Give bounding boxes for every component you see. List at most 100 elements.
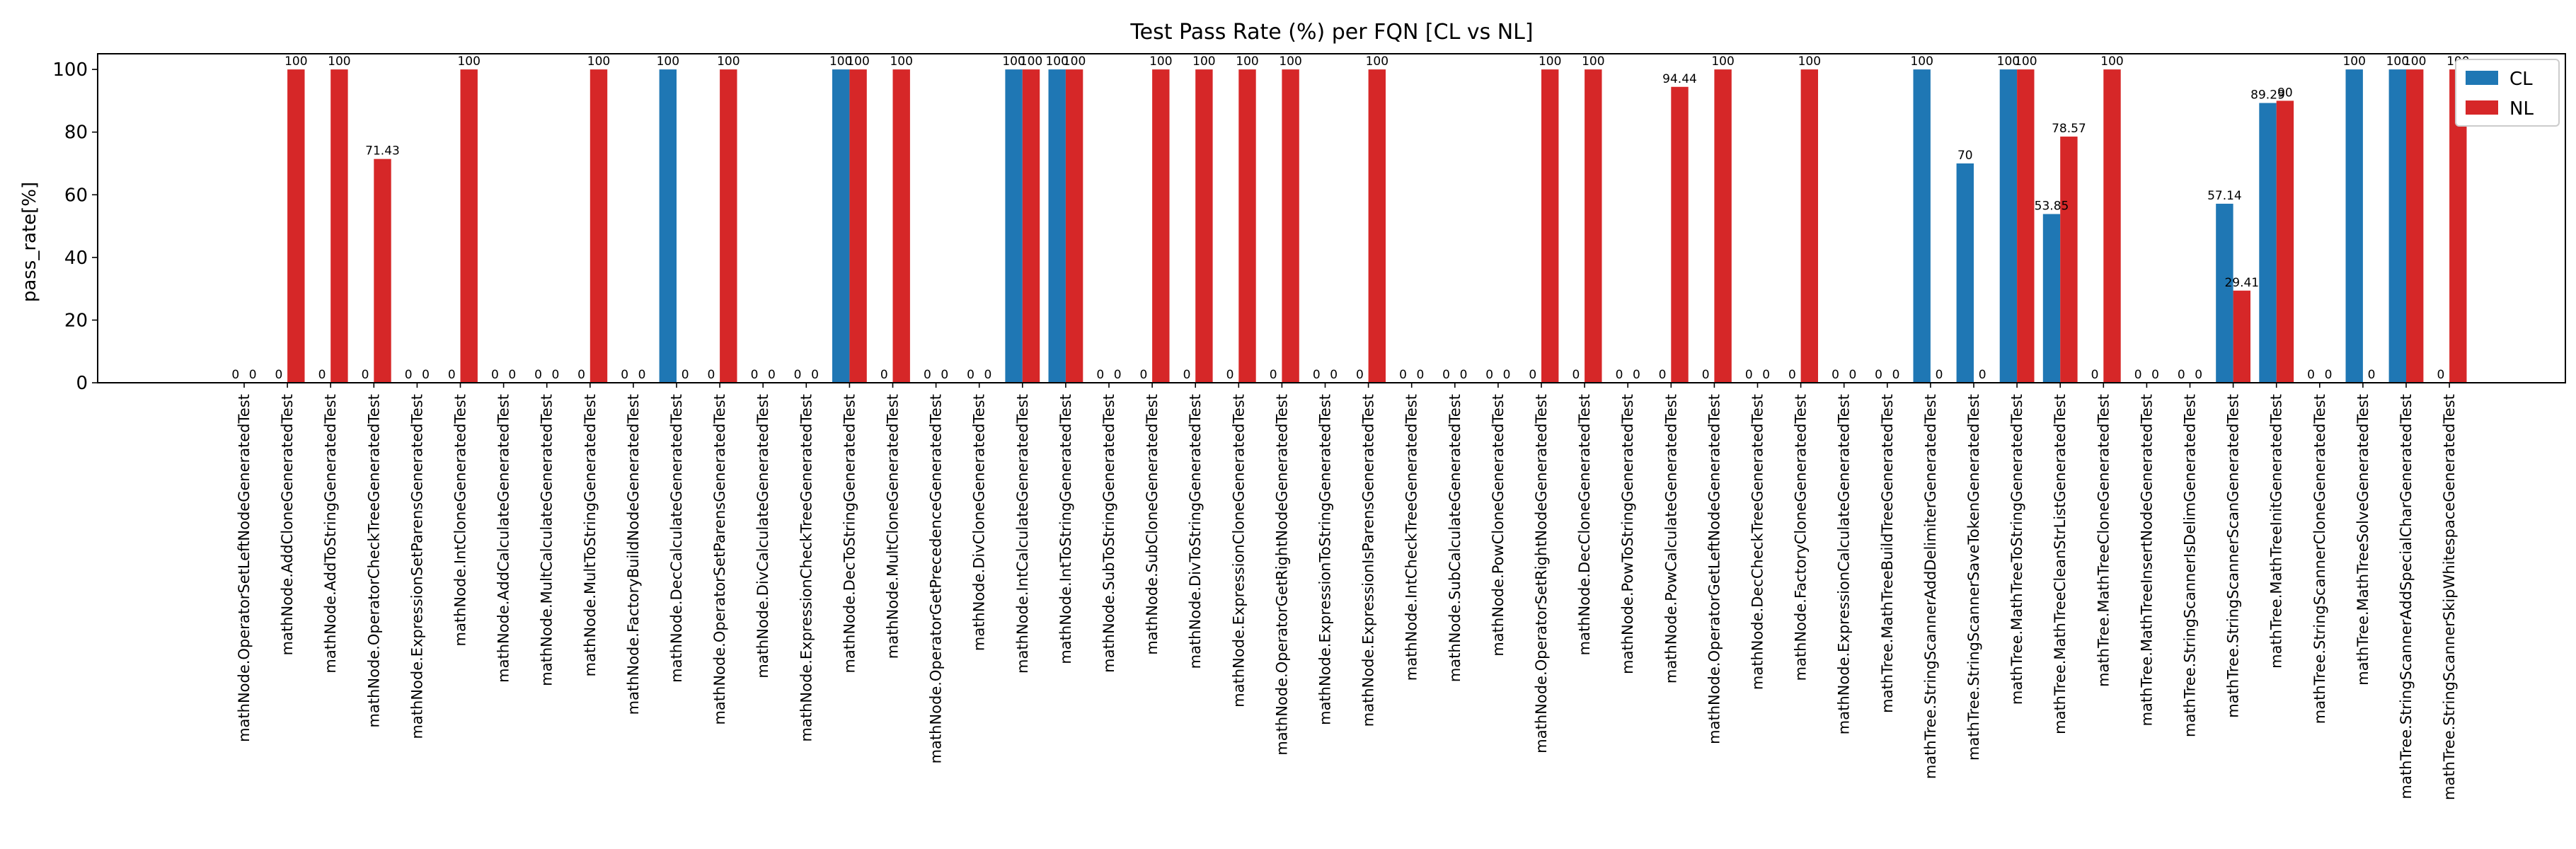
x-axis-ticks: mathNode.OperatorSetLeftNodeGeneratedTes…	[236, 383, 2458, 800]
x-tick-label: mathNode.DecCloneGeneratedTest	[1576, 394, 1593, 655]
x-tick-label: mathTree.MathTreeCloneGeneratedTest	[2095, 394, 2112, 687]
data-label-cl: 0	[924, 368, 931, 382]
data-label-nl: 0	[941, 368, 948, 382]
x-tick-label: mathNode.MultToStringGeneratedTest	[582, 394, 599, 676]
bar-nl	[1541, 69, 1559, 383]
data-label-nl: 100	[1366, 54, 1388, 69]
bar-cl	[1913, 69, 1931, 383]
legend-frame	[2455, 59, 2560, 127]
data-label-cl: 0	[1788, 368, 1796, 382]
x-tick-label: mathTree.MathTreeBuildTreeGeneratedTest	[1879, 394, 1896, 713]
bar-nl	[590, 69, 608, 383]
bar-cl	[1005, 69, 1023, 383]
data-label-nl: 29.41	[2224, 276, 2259, 290]
data-label-nl: 100	[1582, 54, 1604, 69]
data-label-cl: 0	[1875, 368, 1882, 382]
data-label-cl: 100	[2342, 54, 2365, 69]
data-label-cl: 100	[1910, 54, 1933, 69]
x-tick-label: mathNode.FactoryCloneGeneratedTest	[1793, 394, 1810, 681]
data-label-cl: 0	[751, 368, 759, 382]
data-label-nl: 100	[1279, 54, 1301, 69]
data-label-cl: 0	[1270, 368, 1277, 382]
x-tick-label: mathNode.ExpressionCalculateGeneratedTes…	[1836, 394, 1853, 734]
bar-nl	[849, 69, 867, 383]
data-label-nl: 100	[328, 54, 350, 69]
data-label-nl: 100	[1149, 54, 1172, 69]
data-label-nl: 100	[717, 54, 740, 69]
data-label-cl: 70	[1957, 149, 1973, 163]
data-label-nl: 0	[1460, 368, 1468, 382]
data-label-cl: 53.85	[2035, 200, 2069, 214]
bar-nl	[2276, 100, 2294, 383]
x-tick-label: mathNode.OperatorGetRightNodeGeneratedTe…	[1273, 394, 1290, 756]
data-label-cl: 0	[1356, 368, 1364, 382]
data-label-nl: 100	[1236, 54, 1258, 69]
data-label-nl: 0	[682, 368, 689, 382]
data-label-nl: 0	[1416, 368, 1424, 382]
y-tick-label: 100	[52, 59, 88, 81]
data-label-nl: 94.44	[1662, 72, 1697, 86]
y-axis-label: pass_rate[%]	[19, 182, 40, 302]
x-tick-label: mathNode.DivCloneGeneratedTest	[971, 394, 988, 651]
data-label-nl: 100	[1798, 54, 1821, 69]
data-label-nl: 0	[1633, 368, 1640, 382]
x-tick-label: mathNode.SubToStringGeneratedTest	[1100, 394, 1117, 673]
bar-cl	[2345, 69, 2363, 383]
bar-cl	[1999, 69, 2018, 383]
data-label-nl: 0	[551, 368, 559, 382]
x-tick-label: mathNode.DecCalculateGeneratedTest	[668, 394, 685, 683]
x-tick-label: mathNode.PowCalculateGeneratedTest	[1662, 394, 1679, 683]
bars-group	[287, 69, 2467, 383]
data-label-cl: 0	[2437, 368, 2444, 382]
data-label-nl: 100	[284, 54, 307, 69]
data-label-nl: 100	[587, 54, 610, 69]
x-tick-label: mathNode.OperatorGetLeftNodeGeneratedTes…	[1706, 394, 1723, 744]
x-tick-label: mathTree.StringScannerSaveTokenGenerated…	[1965, 394, 1982, 761]
data-label-nl: 0	[1762, 368, 1770, 382]
data-label-nl: 0	[1330, 368, 1338, 382]
data-label-nl: 100	[1539, 54, 1561, 69]
x-tick-label: mathNode.SubCloneGeneratedTest	[1144, 394, 1161, 655]
x-tick-label: mathNode.OperatorCheckTreeGeneratedTest	[365, 394, 382, 727]
bar-cl	[659, 69, 677, 383]
x-tick-label: mathNode.ExpressionToStringGeneratedTest	[1317, 394, 1334, 725]
data-label-nl: 71.43	[365, 144, 400, 158]
data-label-nl: 0	[811, 368, 819, 382]
x-tick-label: mathNode.MultCloneGeneratedTest	[885, 394, 902, 659]
data-label-cl: 0	[2134, 368, 2142, 382]
x-tick-label: mathNode.MultCalculateGeneratedTest	[539, 394, 556, 686]
bar-nl	[2406, 69, 2424, 383]
data-label-cl: 0	[707, 368, 715, 382]
y-tick-label: 80	[64, 122, 88, 144]
data-label-nl: 0	[638, 368, 646, 382]
data-label-nl: 0	[1892, 368, 1900, 382]
data-label-cl: 0	[1529, 368, 1536, 382]
data-label-nl: 0	[249, 368, 257, 382]
x-tick-label: mathTree.MathTreeInitGeneratedTest	[2268, 394, 2285, 669]
data-label-cl: 0	[362, 368, 369, 382]
bar-nl	[1152, 69, 1170, 383]
x-tick-label: mathNode.SubCalculateGeneratedTest	[1447, 394, 1464, 682]
data-labels-group: 0 0 0 100 0 100 0 71.43 0 0 0 100 0 0 0 0 0 100 0 0 100 0 0 100…	[231, 54, 2469, 382]
data-label-cl: 0	[1313, 368, 1321, 382]
data-label-cl: 0	[1745, 368, 1753, 382]
bar-nl	[1368, 69, 1386, 383]
data-label-cl: 0	[967, 368, 974, 382]
x-tick-label: mathTree.MathTreeSolveGeneratedTest	[2354, 394, 2371, 686]
legend: CL NL	[2455, 59, 2560, 127]
data-label-cl: 57.14	[2207, 189, 2242, 203]
bar-cl	[2388, 69, 2406, 383]
x-tick-label: mathNode.DivCalculateGeneratedTest	[754, 394, 771, 678]
bar-cl	[832, 69, 850, 383]
plot-frame	[97, 53, 2566, 383]
data-label-nl: 0	[2151, 368, 2159, 382]
data-label-cl: 0	[880, 368, 888, 382]
x-tick-label: mathNode.PowToStringGeneratedTest	[1619, 394, 1636, 674]
x-tick-label: mathNode.ExpressionSetParensGeneratedTes…	[408, 394, 425, 739]
data-label-cl: 0	[318, 368, 326, 382]
x-tick-label: mathNode.AddCalculateGeneratedTest	[495, 394, 512, 683]
bar-nl	[2017, 69, 2035, 383]
bar-nl	[1714, 69, 1732, 383]
data-label-nl: 78.57	[2052, 122, 2086, 136]
